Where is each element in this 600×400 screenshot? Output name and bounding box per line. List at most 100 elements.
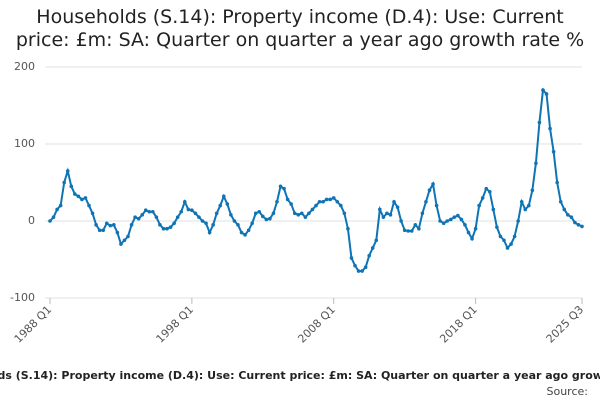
point bbox=[147, 209, 152, 214]
y-tick-label: 200 bbox=[14, 60, 35, 73]
point bbox=[527, 203, 531, 208]
point bbox=[51, 215, 56, 219]
point bbox=[289, 202, 293, 206]
point bbox=[530, 188, 535, 192]
point bbox=[441, 221, 446, 226]
point bbox=[381, 215, 386, 219]
point bbox=[512, 234, 517, 239]
chart-title: Households (S.14): Property income (D.4)… bbox=[15, 6, 585, 51]
point bbox=[73, 192, 77, 196]
point bbox=[456, 213, 460, 218]
point bbox=[548, 126, 552, 131]
point bbox=[165, 226, 169, 231]
point bbox=[214, 211, 219, 216]
point bbox=[76, 194, 81, 199]
point bbox=[438, 219, 442, 223]
point bbox=[434, 203, 439, 208]
point bbox=[239, 230, 244, 235]
point bbox=[250, 221, 254, 226]
source: Source: bbox=[547, 385, 589, 398]
point bbox=[487, 189, 492, 194]
x-tick-label: 1998 Q1 bbox=[154, 303, 197, 346]
point bbox=[516, 219, 520, 223]
point bbox=[97, 228, 102, 233]
point bbox=[108, 223, 113, 228]
point bbox=[140, 213, 145, 217]
point bbox=[495, 225, 499, 229]
point bbox=[573, 220, 577, 225]
point bbox=[580, 224, 584, 229]
point bbox=[182, 199, 187, 204]
point bbox=[537, 120, 542, 125]
point bbox=[101, 228, 105, 233]
point bbox=[232, 219, 237, 223]
point bbox=[395, 205, 400, 209]
point bbox=[477, 203, 481, 208]
x-tick-label: 2025 Q3 bbox=[544, 303, 587, 346]
point bbox=[328, 197, 332, 202]
point bbox=[83, 196, 88, 200]
point bbox=[94, 223, 98, 227]
point bbox=[498, 234, 503, 239]
point bbox=[367, 253, 372, 258]
point bbox=[363, 265, 368, 270]
point bbox=[264, 217, 269, 222]
point bbox=[466, 230, 471, 235]
point bbox=[509, 242, 513, 246]
point bbox=[122, 238, 127, 243]
point bbox=[335, 199, 340, 204]
point bbox=[353, 263, 357, 268]
point bbox=[431, 182, 435, 186]
point bbox=[285, 197, 290, 202]
point bbox=[90, 211, 95, 216]
point bbox=[104, 221, 109, 226]
y-tick-label: -100 bbox=[10, 291, 35, 304]
point bbox=[292, 211, 297, 216]
point bbox=[551, 149, 556, 154]
point bbox=[112, 223, 116, 227]
point bbox=[48, 219, 52, 223]
point bbox=[200, 219, 205, 223]
point bbox=[143, 208, 148, 213]
point bbox=[558, 199, 563, 204]
x-tick-label: 2018 Q1 bbox=[437, 303, 480, 346]
point bbox=[80, 197, 84, 202]
point bbox=[505, 246, 510, 250]
point bbox=[62, 180, 66, 185]
point bbox=[463, 223, 467, 227]
point bbox=[151, 209, 155, 214]
point bbox=[307, 211, 311, 216]
point bbox=[175, 215, 180, 219]
point bbox=[136, 216, 141, 221]
point bbox=[282, 186, 286, 191]
point bbox=[484, 186, 489, 191]
point bbox=[370, 246, 375, 250]
point bbox=[190, 208, 194, 213]
point bbox=[452, 215, 457, 219]
point bbox=[374, 238, 379, 243]
point bbox=[172, 221, 176, 226]
point bbox=[523, 207, 528, 212]
point bbox=[65, 169, 70, 173]
line bbox=[49, 87, 583, 273]
point bbox=[360, 269, 364, 273]
point bbox=[566, 213, 570, 217]
point bbox=[225, 202, 230, 206]
y-tick-label: 100 bbox=[14, 137, 35, 150]
point bbox=[268, 216, 272, 221]
point bbox=[193, 211, 198, 216]
point bbox=[399, 219, 403, 223]
point bbox=[331, 196, 336, 200]
point bbox=[356, 269, 361, 273]
point bbox=[417, 226, 421, 231]
point bbox=[502, 238, 506, 243]
series-label: Households (S.14): Property income (D.4)… bbox=[0, 369, 600, 382]
point bbox=[491, 207, 496, 212]
point bbox=[541, 88, 545, 92]
point bbox=[321, 199, 325, 204]
point bbox=[129, 223, 134, 227]
point bbox=[544, 92, 549, 96]
point bbox=[349, 256, 354, 260]
